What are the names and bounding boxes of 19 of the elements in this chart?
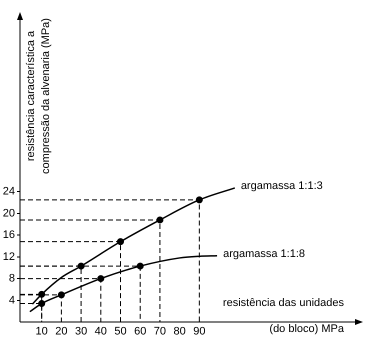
y-tick-label: 12 bbox=[2, 250, 15, 263]
y-tick-label: 8 bbox=[8, 272, 15, 285]
series-label: argamassa 1:1:3 bbox=[240, 180, 323, 192]
x-tick-label: 90 bbox=[193, 326, 206, 338]
x-tick-label: 50 bbox=[114, 326, 127, 338]
y-tick-label: 24 bbox=[2, 186, 15, 198]
x-tick-label: 10 bbox=[36, 326, 48, 338]
y-tick-label: 16 bbox=[2, 229, 15, 242]
y-tick-label: 4 bbox=[8, 294, 15, 306]
x-tick-label: 40 bbox=[94, 326, 107, 338]
y-axis-title: resistência característica a compressão da alvenaria (MPa) bbox=[24, 17, 53, 176]
x-tick-label: 80 bbox=[174, 326, 186, 338]
series-label: argamassa 1:1:8 bbox=[223, 248, 306, 260]
x-tick-label: 30 bbox=[74, 326, 88, 338]
x-tick-label: 70 bbox=[154, 326, 166, 338]
x-tick-label: 60 bbox=[134, 326, 146, 338]
x-tick-label: 20 bbox=[55, 326, 68, 338]
y-tick-label: 20 bbox=[2, 207, 15, 220]
text: resistência das unidades (do bloco) MPa bbox=[222, 297, 344, 335]
